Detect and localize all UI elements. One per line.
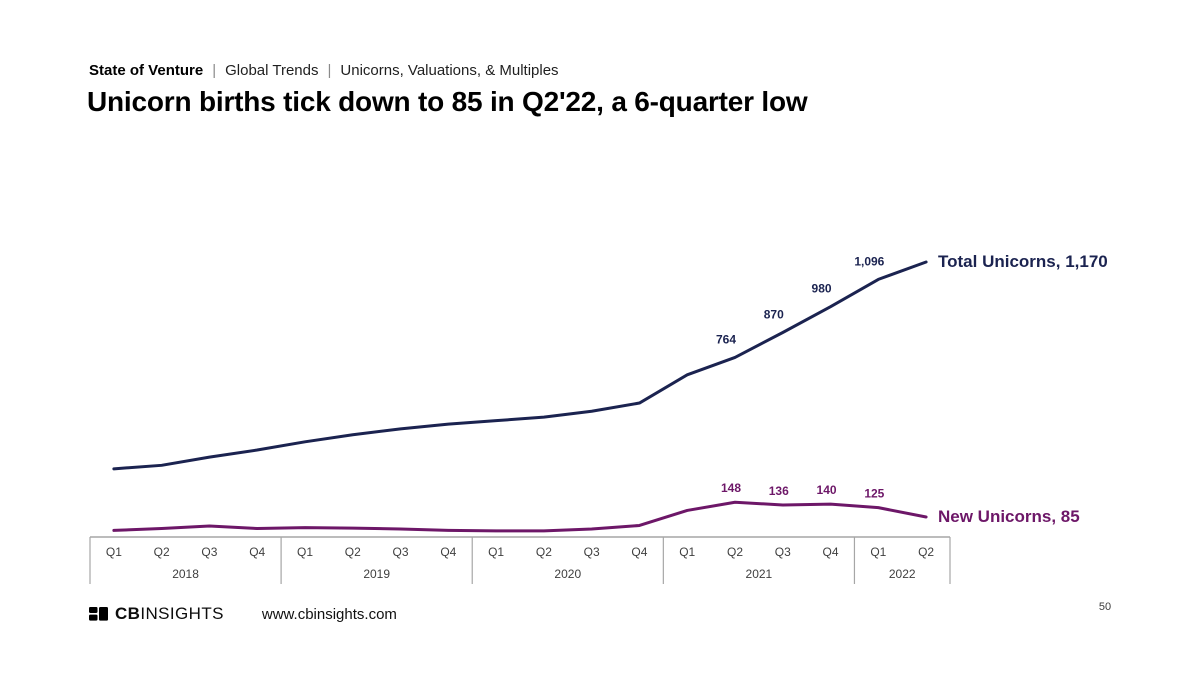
series-end-label: Total Unicorns, 1,170 [938, 252, 1108, 271]
data-point-label: 125 [864, 487, 884, 501]
quarter-tick-label: Q3 [201, 545, 217, 559]
quarter-tick-label: Q3 [393, 545, 409, 559]
data-point-label: 140 [817, 483, 837, 497]
cbinsights-logo: CBINSIGHTS [89, 604, 224, 624]
year-tick-label: 2021 [746, 567, 773, 581]
quarter-tick-label: Q1 [297, 545, 313, 559]
quarter-tick-label: Q1 [488, 545, 504, 559]
data-point-label: 1,096 [854, 254, 884, 268]
quarter-tick-label: Q2 [536, 545, 552, 559]
quarter-tick-label: Q4 [823, 545, 839, 559]
data-point-label: 136 [769, 484, 789, 498]
logo-text-bold: CB [115, 604, 141, 623]
quarter-tick-label: Q4 [249, 545, 265, 559]
new-unicorns-line [112, 500, 928, 533]
quarter-tick-label: Q2 [345, 545, 361, 559]
breadcrumb-separator: | [327, 62, 332, 79]
year-tick-label: 2022 [889, 567, 916, 581]
data-point-label: 980 [812, 282, 832, 296]
quarter-tick-label: Q1 [106, 545, 122, 559]
quarter-tick-label: Q3 [584, 545, 600, 559]
breadcrumb-separator: | [212, 62, 217, 79]
breadcrumb-item-global-trends: Global Trends [225, 62, 319, 79]
page-number: 50 [1098, 601, 1112, 613]
total-unicorns-line [112, 260, 928, 471]
data-point-label: 870 [764, 308, 784, 322]
year-tick-label: 2019 [363, 567, 390, 581]
quarter-tick-label: Q2 [918, 545, 934, 559]
breadcrumb: State of Venture | Global Trends | Unicorns,… [89, 62, 559, 79]
quarter-tick-label: Q1 [679, 545, 695, 559]
quarter-tick-label: Q2 [727, 545, 743, 559]
cbinsights-logo-icon [89, 607, 108, 621]
year-tick-label: 2020 [554, 567, 581, 581]
quarter-tick-label: Q1 [870, 545, 886, 559]
cbinsights-logo-text: CBINSIGHTS [115, 604, 224, 624]
quarter-tick-label: Q2 [154, 545, 170, 559]
quarter-tick-label: Q4 [631, 545, 647, 559]
data-point-label: 764 [716, 332, 736, 346]
footer: CBINSIGHTS www.cbinsights.com [89, 601, 1119, 627]
data-point-label: 148 [721, 481, 741, 495]
quarter-tick-label: Q3 [775, 545, 791, 559]
breadcrumb-item-unicorns: Unicorns, Valuations, & Multiples [340, 62, 559, 79]
year-tick-label: 2018 [172, 567, 199, 581]
breadcrumb-section: State of Venture [89, 62, 204, 79]
page-title: Unicorn births tick down to 85 in Q2'22,… [87, 86, 808, 117]
series-end-label: New Unicorns, 85 [938, 507, 1080, 526]
quarter-tick-label: Q4 [440, 545, 456, 559]
website-link[interactable]: www.cbinsights.com [261, 605, 397, 623]
logo-text-rest: INSIGHTS [140, 604, 224, 623]
